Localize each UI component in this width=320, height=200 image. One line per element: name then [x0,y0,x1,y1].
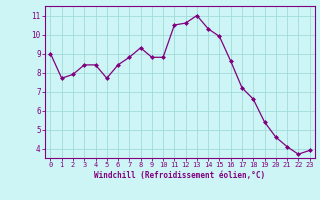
X-axis label: Windchill (Refroidissement éolien,°C): Windchill (Refroidissement éolien,°C) [94,171,266,180]
